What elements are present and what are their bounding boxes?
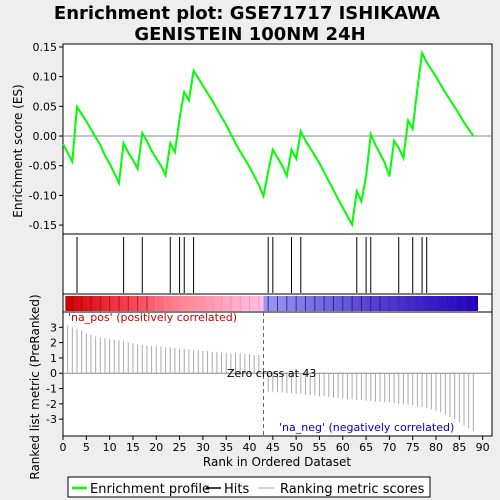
enrichment-profile-line <box>62 49 475 228</box>
pos-label: 'na_pos' (positively correlated) <box>68 311 237 324</box>
hits-panel <box>62 233 493 295</box>
neg-label: 'na_neg' (negatively correlated) <box>279 421 454 434</box>
ranking-metric-bars <box>63 312 492 436</box>
x-tick-label: 30 <box>196 441 210 454</box>
x-tick-label: 20 <box>149 441 163 454</box>
es-y-tick-label: 0.00 <box>33 130 58 143</box>
legend-metric-label: Ranking metric scores <box>280 482 425 497</box>
legend: Enrichment profile Hits Ranking metric s… <box>67 476 431 498</box>
rank-colorbar <box>65 296 479 311</box>
metric-y-tick-label: 2 <box>50 337 57 350</box>
x-tick-label: 85 <box>452 441 466 454</box>
metric-y-axis-label: Ranked list metric (PreRanked) <box>28 294 42 479</box>
es-y-tick-label: -0.10 <box>29 189 57 202</box>
metric-y-tick-label: 0 <box>50 367 57 380</box>
x-tick-label: 25 <box>173 441 187 454</box>
x-tick-label: 45 <box>266 441 280 454</box>
es-y-tick-label: -0.15 <box>29 219 57 232</box>
x-tick-label: 35 <box>219 441 233 454</box>
chart-title-line2: GENISTEIN 100NM 24H <box>134 24 365 45</box>
metric-y-tick-label: 3 <box>50 321 57 334</box>
legend-es-label: Enrichment profile <box>90 482 210 497</box>
es-y-tick-label: 0.05 <box>33 100 58 113</box>
chart-title-line1: Enrichment plot: GSE71717 ISHIKAWA <box>54 3 440 24</box>
es-y-tick-label: -0.05 <box>29 160 57 173</box>
metric-y-tick-label: -3 <box>46 413 57 426</box>
legend-box <box>67 476 431 498</box>
es-panel <box>62 43 493 235</box>
x-tick-label: 90 <box>476 441 490 454</box>
x-axis-label: Rank in Ordered Dataset <box>203 455 351 469</box>
es-y-tick-label: 0.15 <box>33 41 58 54</box>
axes: 0 5 10 15 20 25 30 35 40 45 50 55 60 65 70 75 80 85 900.15… <box>29 41 490 454</box>
x-tick-label: 50 <box>289 441 303 454</box>
x-tick-label: 75 <box>406 441 420 454</box>
zero-cross-label: Zero cross at 43 <box>227 367 316 380</box>
hit-markers <box>76 237 428 293</box>
x-tick-label: 80 <box>429 441 443 454</box>
colorbar-positive <box>65 296 264 311</box>
x-tick-label: 10 <box>103 441 117 454</box>
es-y-axis-label: Enrichment score (ES) <box>11 84 25 217</box>
metric-y-tick-label: 1 <box>50 352 57 365</box>
x-tick-label: 70 <box>382 441 396 454</box>
metric-y-tick-label: -2 <box>46 398 57 411</box>
x-tick-label: 60 <box>336 441 350 454</box>
x-tick-label: 5 <box>83 441 90 454</box>
x-tick-label: 65 <box>359 441 373 454</box>
x-tick-label: 0 <box>60 441 67 454</box>
legend-hits-label: Hits <box>224 482 249 497</box>
x-tick-label: 55 <box>312 441 326 454</box>
enrichment-profile <box>62 49 475 228</box>
metric-y-tick-label: -1 <box>46 383 57 396</box>
x-tick-label: 15 <box>126 441 140 454</box>
es-y-tick-label: 0.10 <box>33 71 58 84</box>
x-tick-label: 40 <box>243 441 257 454</box>
